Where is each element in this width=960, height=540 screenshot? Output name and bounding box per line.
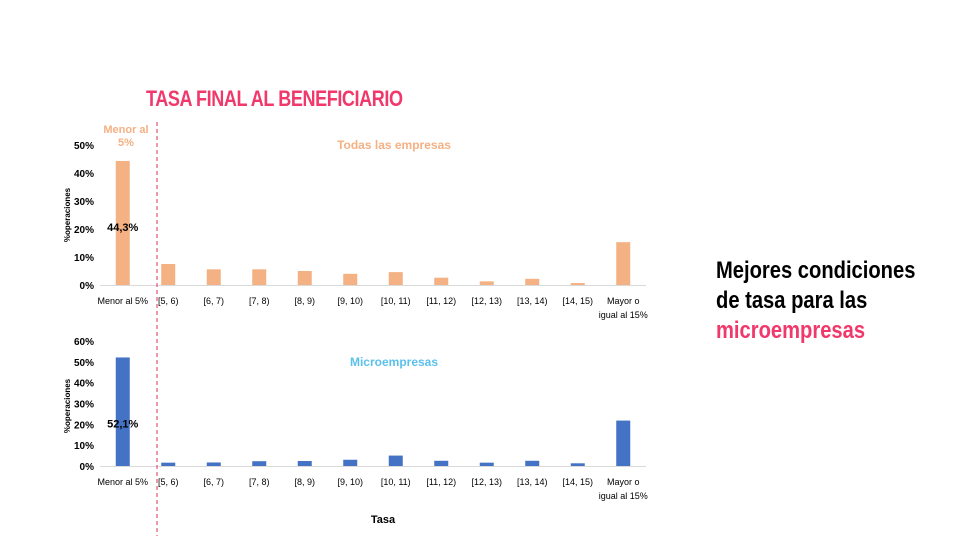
micro-x-tick-label: [5, 6) <box>158 477 179 487</box>
all-bar-8 <box>434 277 449 285</box>
annotation-label: 5% <box>118 137 134 149</box>
micro-x-tick-label: [11, 12) <box>426 477 456 487</box>
micro-x-axis-title: Tasa <box>371 514 396 526</box>
micro-chart-title: Microempresas <box>350 355 438 369</box>
all-x-tick-label: [11, 12) <box>426 296 456 306</box>
all-bar-3 <box>206 269 221 285</box>
micro-x-tick-label: Menor al 5% <box>97 477 148 487</box>
all-x-tick-label: [10, 11) <box>381 296 411 306</box>
side-message-line-1: Mejores condiciones <box>716 257 916 284</box>
all-x-tick-label: Mayor o <box>607 296 640 306</box>
all-x-tick-label: [14, 15) <box>562 296 593 306</box>
micro-bar-4 <box>252 461 267 466</box>
all-x-tick-label: [5, 6) <box>158 296 179 306</box>
micro-x-tick-label: [10, 11) <box>381 477 411 487</box>
all-y-tick-label: 40% <box>74 169 94 180</box>
annotation-label: Menor al <box>103 124 148 136</box>
all-bar-11 <box>570 283 585 285</box>
all-x-tick-label: [13, 14) <box>517 296 548 306</box>
side-message-line-2: de tasa para las <box>716 287 868 314</box>
all-y-tick-label: 0% <box>80 281 95 292</box>
micro-bar-10 <box>525 460 540 466</box>
micro-x-tick-label: [7, 8) <box>249 477 270 487</box>
all-bar-6 <box>343 273 358 285</box>
micro-x-tick-label: [14, 15) <box>562 477 593 487</box>
micro-bar-9 <box>479 462 494 466</box>
micro-bar-2 <box>161 462 176 466</box>
all-y-axis-label: %operaciones <box>63 187 72 242</box>
all-x-tick-label: [6, 7) <box>203 296 224 306</box>
micro-y-tick-label: 60% <box>74 337 94 348</box>
micro-y-tick-label: 40% <box>74 379 94 390</box>
all-chart-title: Todas las empresas <box>337 138 451 152</box>
micro-y-tick-label: 20% <box>74 420 94 431</box>
side-message-line-3: microempresas <box>716 317 866 344</box>
all-x-tick-label: [9, 10) <box>337 296 363 306</box>
all-x-tick-label: Menor al 5% <box>97 296 148 306</box>
micro-x-tick-label: [6, 7) <box>203 477 224 487</box>
micro-data-label: 52,1% <box>107 418 138 430</box>
micro-bar-7 <box>388 455 403 466</box>
micro-bar-1 <box>115 357 130 466</box>
all-bar-1 <box>115 160 130 285</box>
side-message: Mejores condiciones de tasa para las mic… <box>716 256 915 346</box>
all-x-tick-label: [12, 13) <box>471 296 502 306</box>
micro-x-tick-label: [8, 9) <box>294 477 315 487</box>
micro-bar-6 <box>343 459 358 466</box>
all-bar-4 <box>252 269 267 285</box>
micro-x-tick-label: [9, 10) <box>337 477 363 487</box>
all-bar-7 <box>388 272 403 285</box>
micro-y-tick-label: 50% <box>74 358 94 369</box>
micro-x-tick-label: [13, 14) <box>517 477 548 487</box>
all-y-tick-label: 20% <box>74 225 94 236</box>
all-y-tick-label: 50% <box>74 141 94 152</box>
all-bar-5 <box>297 271 312 285</box>
micro-bar-5 <box>297 461 312 466</box>
micro-x-tick-label: [12, 13) <box>471 477 502 487</box>
micro-bar-3 <box>206 462 221 466</box>
micro-bar-11 <box>570 463 585 466</box>
micro-y-tick-label: 10% <box>74 441 94 452</box>
micro-x-tick-label: Mayor o <box>607 477 640 487</box>
micro-y-tick-label: 0% <box>80 462 95 473</box>
all-x-tick-label: igual al 15% <box>599 310 648 320</box>
micro-bar-12 <box>616 420 631 466</box>
micro-y-tick-label: 30% <box>74 400 94 411</box>
all-bar-2 <box>161 264 176 285</box>
micro-y-axis-label: %operaciones <box>63 378 72 433</box>
all-bar-10 <box>525 278 540 285</box>
all-data-label: 44,3% <box>107 222 138 234</box>
all-x-tick-label: [7, 8) <box>249 296 270 306</box>
all-bar-9 <box>479 281 494 285</box>
page-title: TASA FINAL AL BENEFICIARIO <box>146 86 403 111</box>
all-y-tick-label: 10% <box>74 253 94 264</box>
all-bar-12 <box>616 242 631 285</box>
micro-x-tick-label: igual al 15% <box>599 491 648 501</box>
micro-bar-8 <box>434 460 449 466</box>
all-x-tick-label: [8, 9) <box>294 296 315 306</box>
all-y-tick-label: 30% <box>74 197 94 208</box>
